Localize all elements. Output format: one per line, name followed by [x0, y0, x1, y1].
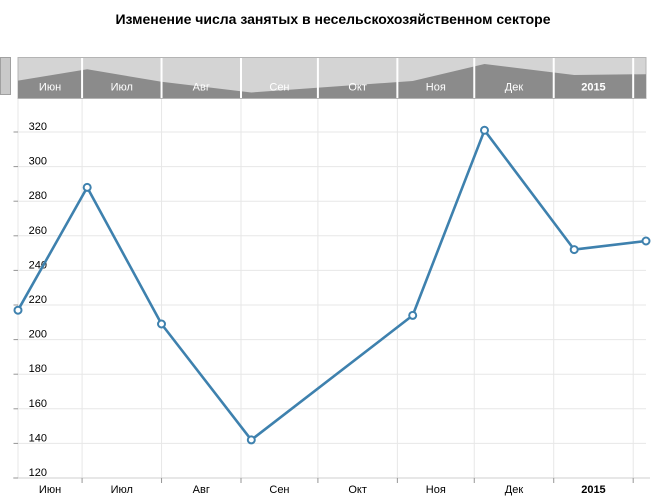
navigator-month-label: Ноя [426, 82, 446, 94]
navigator-month-label: Авг [193, 82, 210, 94]
x-axis-month-label: Сен [269, 484, 289, 496]
y-axis-label: 300 [29, 156, 47, 168]
y-axis-label: 280 [29, 190, 47, 202]
navigator-month-label: Июн [39, 82, 61, 94]
data-point-marker[interactable] [82, 182, 92, 192]
data-point-marker[interactable] [246, 435, 256, 445]
navigator-area-silhouette [18, 64, 646, 98]
data-point-marker[interactable] [408, 310, 418, 320]
data-point-marker[interactable] [13, 305, 23, 315]
x-axis-month-label: 2015 [581, 484, 605, 496]
y-axis-label: 180 [29, 363, 47, 375]
x-axis-month-label: Окт [348, 484, 367, 496]
x-axis-month-label: Авг [193, 484, 210, 496]
navigator-month-label: Дек [505, 82, 524, 94]
navigator-month-label: Сен [269, 82, 289, 94]
x-axis-month-label: Июл [111, 484, 133, 496]
y-axis-label: 220 [29, 294, 47, 306]
y-axis-label: 320 [29, 121, 47, 133]
series-line [16, 129, 648, 442]
x-axis-month-label: Ноя [426, 484, 446, 496]
y-axis-label: 160 [29, 398, 47, 410]
chart-title: Изменение числа занятых в несельскохозяй… [115, 11, 551, 27]
y-axis-label: 260 [29, 225, 47, 237]
navigator-month-label: Окт [348, 82, 367, 94]
y-axis-label: 120 [29, 467, 47, 479]
x-axis-month-label: Июн [39, 484, 61, 496]
data-point-marker[interactable] [157, 319, 166, 329]
y-axis-label: 140 [29, 432, 47, 444]
navigator-drag-handle[interactable] [0, 57, 11, 95]
data-point-marker[interactable] [641, 236, 651, 246]
navigator[interactable]: Июн Июл Авг Сен Окт Ноя Дек 2015 [0, 57, 647, 99]
navigator-month-label: Июл [111, 82, 133, 94]
data-point-marker[interactable] [480, 125, 489, 135]
y-axis-label: 200 [29, 329, 47, 341]
x-axis-month-label: Дек [505, 484, 524, 496]
data-point-marker[interactable] [569, 245, 579, 255]
navigator-month-label: 2015 [581, 82, 605, 94]
